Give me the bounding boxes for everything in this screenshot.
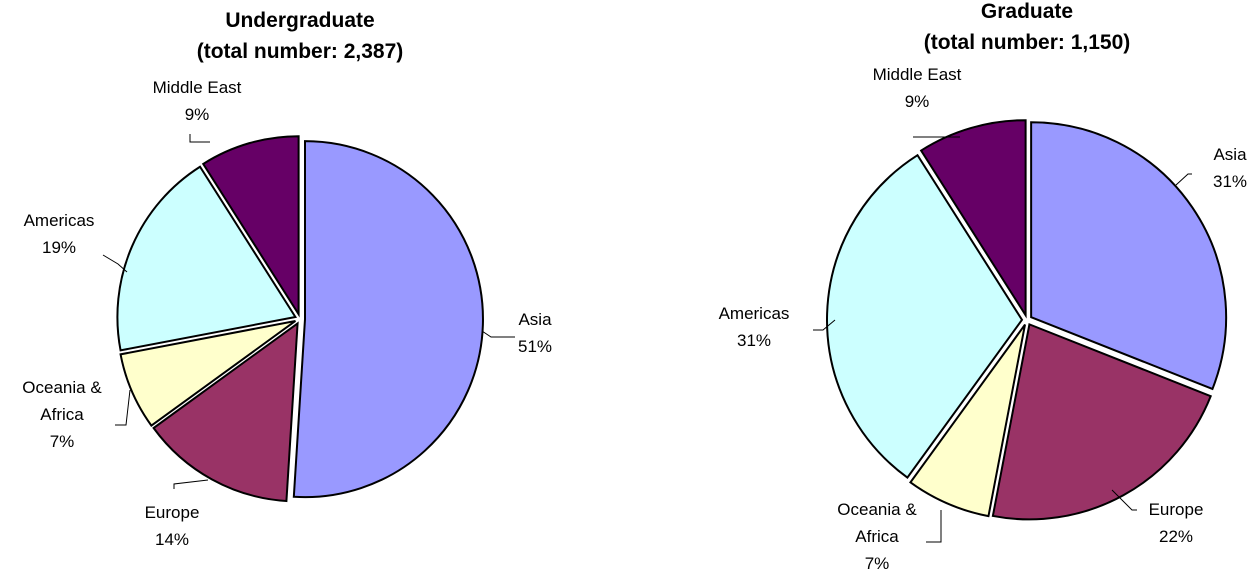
leader-line-americas: [102, 254, 128, 273]
slice-name-label-oceania-africa: Oceania &: [22, 378, 102, 397]
slice-name-label-asia: Asia: [518, 310, 552, 329]
slice-value-label-oceania-africa: 7%: [50, 432, 75, 451]
leader-line-europe: [1111, 489, 1137, 511]
label-leader-lines: [813, 136, 1192, 543]
slice-name-label-europe: Europe: [1149, 500, 1204, 519]
slice-labels: Asia 31% Europe 22% Oceania & Africa 7% America…: [719, 65, 1248, 573]
slice-value-label-asia: 51%: [518, 337, 552, 356]
slice-value-label-middle-east: 9%: [185, 105, 210, 124]
leader-line-oceania-africa: [926, 510, 942, 543]
leader-line-middle-east: [189, 134, 210, 143]
slice-value-label-europe: 14%: [155, 530, 189, 549]
chart-subtitle: (total number: 1,150): [924, 31, 1131, 54]
slice-name-label-americas: Americas: [24, 211, 95, 230]
slice-name-label-americas: Americas: [719, 304, 790, 323]
slice-name-label-middle-east: Middle East: [153, 78, 242, 97]
leader-line-oceania-africa: [115, 389, 131, 426]
pie-slice-americas: [116, 165, 298, 352]
slice-value-label-oceania-africa: 7%: [865, 554, 890, 573]
pie-slice-asia: [1030, 121, 1228, 391]
pie-slice-oceania-africa: [909, 324, 1026, 518]
chart-title: Undergraduate: [225, 9, 374, 32]
chart-subtitle: (total number: 2,387): [197, 40, 404, 63]
slice-labels: Asia 51% Europe 14% Oceania & Africa 7% America…: [22, 78, 552, 549]
slice-value-label-asia: 31%: [1213, 172, 1247, 191]
slice-name-label-europe: Europe: [145, 503, 200, 522]
slice-name-label-middle-east: Middle East: [873, 65, 962, 84]
undergraduate-pie-chart: Undergraduate (total number: 2,387) Asia…: [22, 9, 552, 549]
slice-name-label-oceania-africa: Africa: [40, 405, 84, 424]
label-leader-lines: [102, 134, 515, 489]
slice-value-label-americas: 31%: [737, 331, 771, 350]
pie-slice-europe: [991, 323, 1213, 521]
slice-value-label-middle-east: 9%: [905, 92, 930, 111]
pie-slice-middle-east: [919, 119, 1027, 319]
leader-line-europe: [173, 479, 209, 489]
chart-title: Graduate: [981, 0, 1073, 23]
slice-value-label-americas: 19%: [42, 238, 76, 257]
graduate-pie-chart: Graduate (total number: 1,150) Asia 31% Eu…: [719, 0, 1248, 573]
pie-slice-oceania-africa: [119, 320, 296, 428]
pie-slice-americas: [826, 153, 1024, 479]
pie-slice-europe: [152, 321, 299, 503]
slice-name-label-oceania-africa: Oceania &: [837, 500, 917, 519]
pie-slices: [116, 135, 484, 503]
pie-slices: [826, 119, 1228, 521]
slice-value-label-europe: 22%: [1159, 527, 1193, 546]
leader-line-americas: [813, 319, 836, 331]
leader-line-asia: [1175, 173, 1192, 186]
leader-line-asia: [481, 330, 515, 338]
pie-slice-asia: [292, 140, 484, 499]
pie-slice-middle-east: [201, 135, 300, 318]
slice-name-label-asia: Asia: [1213, 145, 1247, 164]
slice-name-label-oceania-africa: Africa: [855, 527, 899, 546]
